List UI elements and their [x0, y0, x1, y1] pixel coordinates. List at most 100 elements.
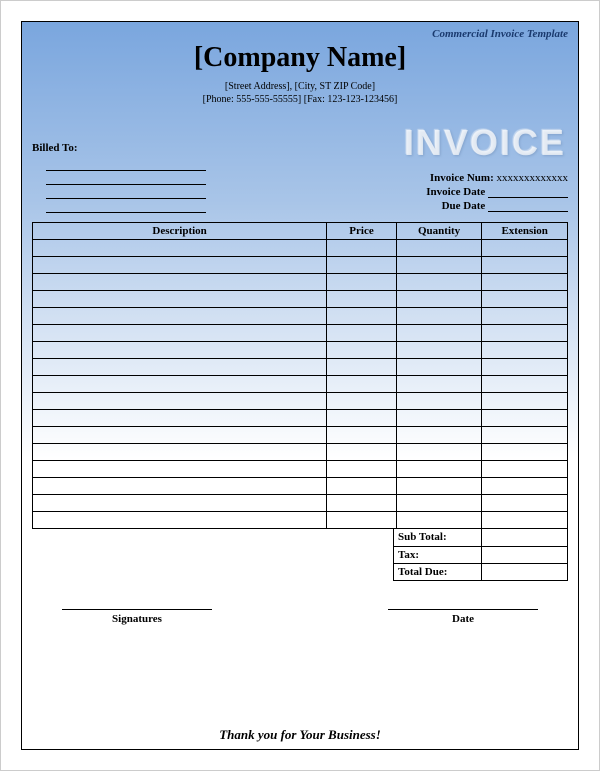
table-cell[interactable] [396, 393, 482, 410]
totals-table: Sub Total: Tax: Total Due: [393, 529, 568, 581]
table-cell[interactable] [482, 461, 568, 478]
table-cell[interactable] [327, 308, 397, 325]
total-due-value[interactable] [482, 563, 568, 580]
invoice-num-label: Invoice Num: [430, 172, 494, 184]
invoice-date-line[interactable] [488, 197, 568, 198]
items-table: Description Price Quantity Extension [32, 222, 568, 529]
table-cell[interactable] [482, 325, 568, 342]
col-price: Price [327, 223, 397, 240]
table-cell[interactable] [33, 291, 327, 308]
table-cell[interactable] [396, 376, 482, 393]
table-cell[interactable] [33, 478, 327, 495]
billed-line[interactable] [46, 199, 206, 213]
table-cell[interactable] [482, 478, 568, 495]
signature-line[interactable] [62, 609, 212, 610]
table-cell[interactable] [327, 342, 397, 359]
date-block: Date [388, 609, 538, 625]
table-cell[interactable] [482, 342, 568, 359]
tax-label: Tax: [394, 546, 482, 563]
table-cell[interactable] [482, 410, 568, 427]
table-cell[interactable] [33, 393, 327, 410]
date-label: Date [388, 613, 538, 625]
billed-line[interactable] [46, 157, 206, 171]
table-cell[interactable] [327, 325, 397, 342]
table-cell[interactable] [33, 342, 327, 359]
table-cell[interactable] [33, 410, 327, 427]
tax-row: Tax: [394, 546, 568, 563]
table-cell[interactable] [482, 427, 568, 444]
table-cell[interactable] [482, 444, 568, 461]
table-cell[interactable] [327, 444, 397, 461]
table-row [33, 274, 568, 291]
table-row [33, 325, 568, 342]
table-cell[interactable] [396, 257, 482, 274]
table-cell[interactable] [327, 291, 397, 308]
table-cell[interactable] [396, 291, 482, 308]
table-cell[interactable] [327, 495, 397, 512]
table-cell[interactable] [33, 325, 327, 342]
table-cell[interactable] [33, 512, 327, 529]
table-cell[interactable] [396, 274, 482, 291]
table-row [33, 376, 568, 393]
tax-value[interactable] [482, 546, 568, 563]
table-cell[interactable] [33, 359, 327, 376]
table-cell[interactable] [396, 512, 482, 529]
table-cell[interactable] [396, 495, 482, 512]
thank-you: Thank you for Your Business! [22, 727, 578, 743]
table-cell[interactable] [482, 359, 568, 376]
table-cell[interactable] [327, 410, 397, 427]
table-cell[interactable] [33, 444, 327, 461]
invoice-date-label: Invoice Date [426, 186, 485, 198]
table-cell[interactable] [396, 410, 482, 427]
table-cell[interactable] [33, 257, 327, 274]
table-cell[interactable] [396, 308, 482, 325]
table-cell[interactable] [482, 495, 568, 512]
table-cell[interactable] [327, 240, 397, 257]
table-cell[interactable] [482, 240, 568, 257]
table-cell[interactable] [327, 427, 397, 444]
address-block: [Street Address], [City, ST ZIP Code] [P… [32, 80, 568, 106]
table-cell[interactable] [482, 393, 568, 410]
table-row [33, 257, 568, 274]
table-cell[interactable] [33, 495, 327, 512]
table-cell[interactable] [33, 427, 327, 444]
table-cell[interactable] [396, 342, 482, 359]
table-cell[interactable] [482, 291, 568, 308]
table-cell[interactable] [327, 359, 397, 376]
table-cell[interactable] [33, 240, 327, 257]
due-date-line[interactable] [488, 211, 568, 212]
table-cell[interactable] [396, 427, 482, 444]
table-cell[interactable] [33, 308, 327, 325]
table-cell[interactable] [482, 257, 568, 274]
table-cell[interactable] [396, 444, 482, 461]
signature-block: Signatures [62, 609, 212, 625]
table-cell[interactable] [396, 359, 482, 376]
table-cell[interactable] [482, 376, 568, 393]
table-row [33, 427, 568, 444]
billed-line[interactable] [46, 171, 206, 185]
date-line[interactable] [388, 609, 538, 610]
table-cell[interactable] [396, 325, 482, 342]
table-cell[interactable] [482, 308, 568, 325]
table-row [33, 461, 568, 478]
table-cell[interactable] [327, 461, 397, 478]
table-cell[interactable] [327, 393, 397, 410]
table-cell[interactable] [327, 478, 397, 495]
subtotal-value[interactable] [482, 529, 568, 546]
table-cell[interactable] [33, 274, 327, 291]
invoice-num-value: xxxxxxxxxxxxx [497, 172, 569, 184]
subtotal-label: Sub Total: [394, 529, 482, 546]
table-cell[interactable] [327, 274, 397, 291]
table-cell[interactable] [327, 376, 397, 393]
table-cell[interactable] [482, 512, 568, 529]
table-cell[interactable] [396, 461, 482, 478]
table-cell[interactable] [396, 478, 482, 495]
table-cell[interactable] [482, 274, 568, 291]
table-cell[interactable] [327, 512, 397, 529]
table-cell[interactable] [327, 257, 397, 274]
billed-to-lines [46, 157, 206, 213]
table-cell[interactable] [33, 376, 327, 393]
table-cell[interactable] [33, 461, 327, 478]
table-cell[interactable] [396, 240, 482, 257]
billed-line[interactable] [46, 185, 206, 199]
